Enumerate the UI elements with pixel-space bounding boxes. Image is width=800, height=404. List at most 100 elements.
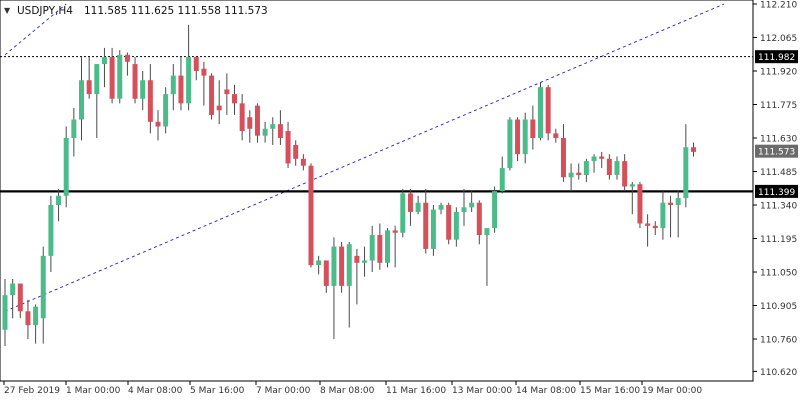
candle	[232, 84, 237, 115]
bear-candle-body	[515, 119, 521, 155]
bear-candle-body	[407, 193, 413, 212]
candle	[453, 207, 459, 247]
collapse-triangle-icon[interactable]: ▼	[4, 6, 11, 15]
bull-candle-body	[316, 260, 322, 266]
bear-candle-body	[17, 283, 23, 312]
candle	[362, 246, 368, 277]
bear-candle-body	[560, 138, 566, 178]
bear-candle-body	[300, 158, 306, 166]
header-text: ▼ USDJPY,H4 111.585 111.625 111.558 111.…	[4, 5, 268, 17]
bear-candle-body	[293, 144, 299, 159]
bull-candle-body	[430, 209, 436, 249]
resistance-price-label-bg	[755, 50, 798, 64]
price-tick-label: 111.340	[760, 202, 797, 212]
bear-candle-body	[178, 75, 184, 104]
current-price-label-bg	[755, 144, 798, 158]
candle	[247, 110, 253, 143]
bear-candle-body	[124, 54, 130, 62]
time-tick-label: 7 Mar 00:00	[256, 386, 311, 396]
candle	[186, 24, 192, 111]
bear-candle-body	[239, 103, 245, 132]
candle	[331, 237, 337, 340]
candle	[583, 158, 589, 182]
trendline-1[interactable]	[4, 3, 725, 312]
bull-candle-body	[484, 228, 490, 236]
candle	[522, 112, 528, 164]
candle	[568, 163, 574, 192]
bear-candle-body	[86, 80, 92, 95]
time-axis: 27 Feb 2019 1 Mar 00:00 4 Mar 08:00 5 Mar 1…	[3, 381, 702, 396]
candle	[277, 110, 283, 145]
candle	[163, 87, 169, 134]
candle	[430, 205, 436, 256]
candle-layer	[2, 24, 696, 346]
candle	[499, 156, 505, 194]
candle	[316, 255, 322, 275]
candle	[461, 188, 467, 226]
candle	[193, 57, 199, 81]
candle	[300, 154, 306, 171]
candle	[400, 188, 406, 238]
candle	[469, 191, 475, 212]
bull-candle-body	[346, 244, 352, 286]
candle	[423, 188, 429, 254]
support-price-label: 111.399	[758, 188, 795, 198]
time-tick-label: 1 Mar 00:00	[66, 386, 121, 396]
bull-candle-body	[48, 205, 54, 256]
bull-candle-body	[362, 260, 368, 263]
bear-candle-body	[147, 80, 153, 122]
time-tick-label: 4 Mar 08:00	[128, 386, 183, 396]
bull-candle-body	[163, 94, 169, 127]
price-tick-label: 111.485	[760, 168, 797, 178]
bear-candle-body	[691, 147, 696, 152]
bull-candle-body	[33, 306, 39, 326]
trendline-2[interactable]	[4, 3, 67, 56]
price-label-layer: 111.982 111.573 111.399	[755, 50, 798, 198]
bear-candle-body	[354, 255, 360, 263]
candle	[553, 128, 559, 143]
bear-candle-body	[209, 75, 215, 115]
candle	[293, 140, 299, 166]
bull-candle-body	[400, 193, 406, 233]
bull-candle-body	[10, 283, 16, 296]
candle	[675, 191, 681, 238]
candle	[560, 124, 566, 182]
bull-candle-body	[629, 184, 635, 187]
bull-candle-body	[117, 54, 123, 99]
bull-candle-body	[660, 202, 666, 229]
candle	[33, 304, 39, 344]
price-tick-label: 111.775	[760, 101, 797, 111]
candle	[668, 195, 674, 238]
candle	[262, 121, 268, 143]
candle	[224, 73, 230, 115]
bear-candle-body	[622, 161, 628, 187]
symbol-timeframe-label: USDJPY,H4	[17, 5, 73, 17]
price-tick-label: 112.065	[760, 34, 797, 44]
bull-candle-body	[331, 246, 337, 286]
candle	[530, 105, 536, 150]
candle	[446, 202, 452, 245]
candle	[652, 221, 658, 236]
candle	[385, 228, 390, 268]
bull-candle-body	[369, 235, 375, 261]
bull-candle-body	[683, 147, 689, 199]
price-tick-label: 111.920	[760, 68, 797, 78]
candle	[476, 200, 482, 245]
bear-candle-body	[224, 89, 230, 95]
candle	[538, 82, 543, 141]
candle	[56, 188, 62, 222]
candle	[239, 94, 245, 141]
time-tick-label: 8 Mar 08:00	[320, 386, 375, 396]
candle	[599, 151, 605, 169]
bear-candle-body	[553, 133, 559, 139]
candle	[308, 163, 314, 268]
bear-candle-body	[132, 64, 138, 99]
candle	[415, 195, 421, 215]
candle	[155, 110, 161, 141]
price-axis: 112.210 112.065 111.920 111.775 111.630 111.4…	[753, 1, 797, 378]
bear-candle-body	[645, 223, 651, 226]
bull-candle-body	[2, 295, 8, 330]
candle	[683, 124, 689, 208]
